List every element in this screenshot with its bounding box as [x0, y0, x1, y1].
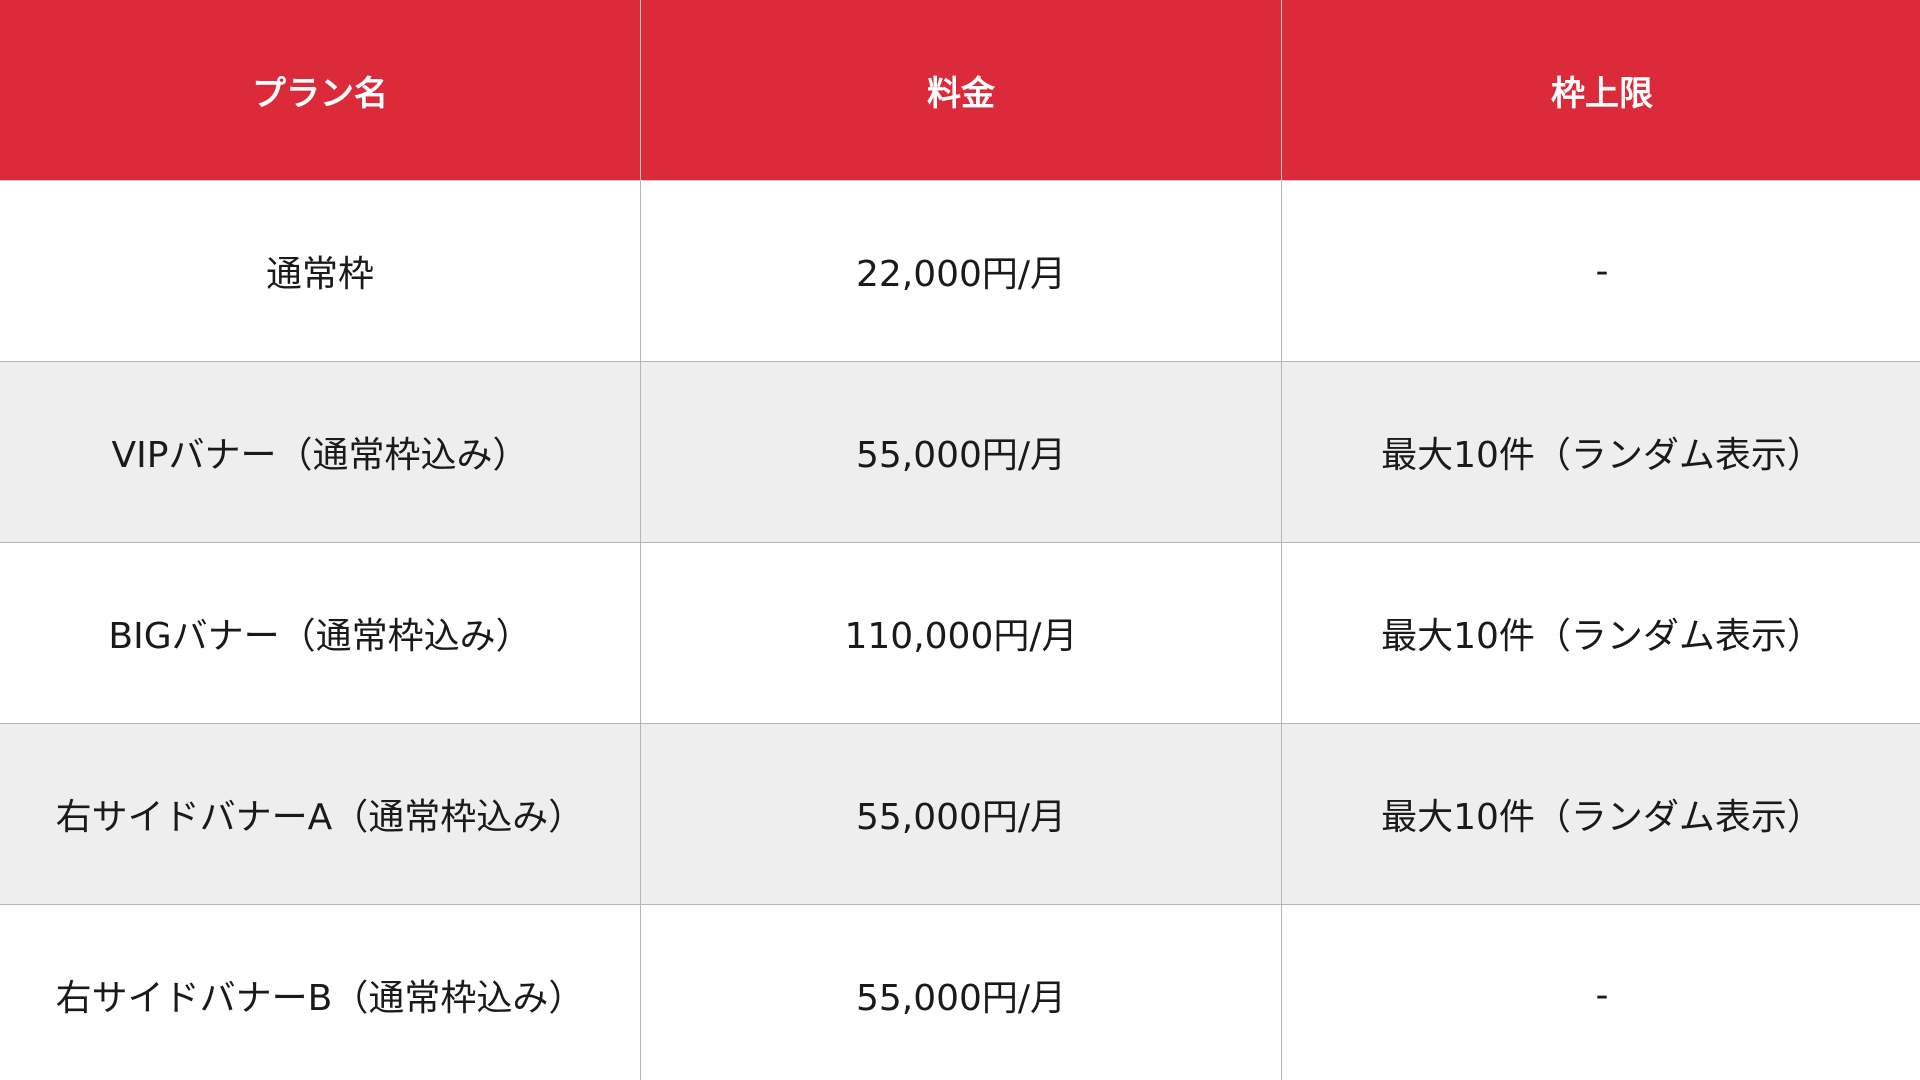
slot-limit-cell: 最大10件（ランダム表示）: [1281, 361, 1920, 543]
table-row: VIPバナー（通常枠込み） 55,000円/月 最大10件（ランダム表示）: [0, 361, 1920, 543]
slot-limit-cell: 最大10件（ランダム表示）: [1281, 723, 1920, 905]
table-row: 右サイドバナーB（通常枠込み） 55,000円/月 -: [0, 904, 1920, 1080]
price-cell: 110,000円/月: [640, 542, 1282, 724]
header-slot-limit: 枠上限: [1281, 0, 1920, 181]
header-row: プラン名 料金 枠上限: [0, 0, 1920, 181]
plan-name-cell: VIPバナー（通常枠込み）: [0, 361, 641, 543]
table-row: 右サイドバナーA（通常枠込み） 55,000円/月 最大10件（ランダム表示）: [0, 723, 1920, 905]
price-cell: 55,000円/月: [640, 361, 1282, 543]
plan-name-cell: 右サイドバナーB（通常枠込み）: [0, 904, 641, 1080]
slot-limit-cell: -: [1281, 180, 1920, 362]
slot-limit-cell: -: [1281, 904, 1920, 1080]
header-price: 料金: [640, 0, 1282, 181]
plan-name-cell: BIGバナー（通常枠込み）: [0, 542, 641, 724]
table-row: BIGバナー（通常枠込み） 110,000円/月 最大10件（ランダム表示）: [0, 542, 1920, 724]
price-cell: 55,000円/月: [640, 904, 1282, 1080]
header-plan-name: プラン名: [0, 0, 641, 181]
price-cell: 22,000円/月: [640, 180, 1282, 362]
slot-limit-cell: 最大10件（ランダム表示）: [1281, 542, 1920, 724]
plan-name-cell: 右サイドバナーA（通常枠込み）: [0, 723, 641, 905]
price-cell: 55,000円/月: [640, 723, 1282, 905]
table-row: 通常枠 22,000円/月 -: [0, 180, 1920, 362]
plan-name-cell: 通常枠: [0, 180, 641, 362]
